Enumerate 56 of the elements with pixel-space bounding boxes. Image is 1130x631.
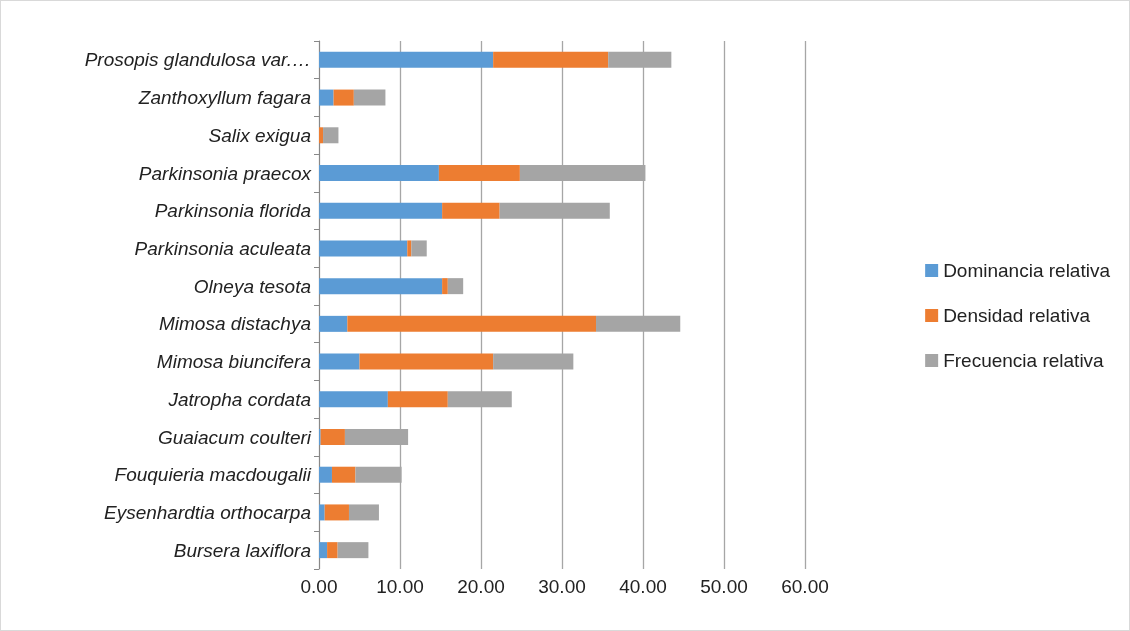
y-tick-label: Guaiacum coulteri (157, 426, 312, 448)
bar (347, 315, 597, 332)
y-tick-label: Mimosa biuncifera (156, 351, 311, 373)
bar (319, 127, 324, 144)
bar (327, 542, 338, 559)
y-tick-label: Salix exigua (208, 124, 311, 146)
bar (319, 315, 348, 332)
bar (331, 466, 356, 483)
bar (387, 391, 448, 408)
x-tick-label: 40.00 (619, 576, 667, 597)
y-tick-label: Mimosa distachya (158, 313, 311, 335)
bar (319, 542, 328, 559)
x-tick-label: 60.00 (781, 576, 829, 597)
bar (447, 278, 464, 295)
bar (319, 504, 325, 521)
bar (319, 353, 360, 370)
bar (438, 165, 520, 181)
legend-label: Densidad relativa (943, 305, 1091, 326)
y-tick-label: Parkinsonia aculeata (134, 237, 311, 259)
bar (324, 504, 349, 521)
legend-label: Frecuencia relativa (943, 350, 1105, 371)
bar (411, 240, 427, 257)
bar (319, 51, 494, 68)
bar (319, 89, 334, 106)
bar (493, 51, 609, 68)
bar (407, 240, 412, 257)
x-tick-label: 20.00 (457, 576, 505, 597)
bar (319, 391, 388, 408)
bar (353, 89, 386, 106)
bar (319, 202, 443, 219)
y-tick-label: Olneya tesota (193, 275, 311, 297)
y-tick-label: Zanthoxyllum fagara (137, 87, 311, 109)
x-tick-label: 30.00 (538, 576, 586, 597)
bar (442, 278, 448, 295)
bar (323, 127, 339, 144)
bar (337, 542, 369, 559)
y-tick-label: Prosopis glandulosa var.… (84, 49, 311, 71)
y-tick-label: Jatropha cordata (167, 388, 311, 410)
y-tick-label: Eysenhardtia orthocarpa (103, 501, 311, 523)
y-tick-label: Parkinsonia praecox (138, 162, 313, 184)
x-tick-label: 0.00 (300, 576, 338, 597)
bar (320, 429, 345, 445)
y-tick-label: Bursera laxiflora (173, 539, 311, 561)
bar (319, 278, 443, 295)
x-tick-label: 50.00 (700, 576, 748, 597)
bar (319, 240, 408, 257)
bar (333, 89, 354, 106)
bar (348, 504, 379, 521)
bar (319, 165, 439, 181)
bar (359, 353, 494, 370)
bar (319, 466, 332, 483)
y-tick-label: Fouquieria macdougalii (114, 464, 312, 486)
legend-label: Dominancia relativa (943, 260, 1111, 281)
x-tick-label: 10.00 (376, 576, 424, 597)
bar (442, 202, 500, 219)
y-tick-label: Parkinsonia florida (154, 200, 311, 222)
